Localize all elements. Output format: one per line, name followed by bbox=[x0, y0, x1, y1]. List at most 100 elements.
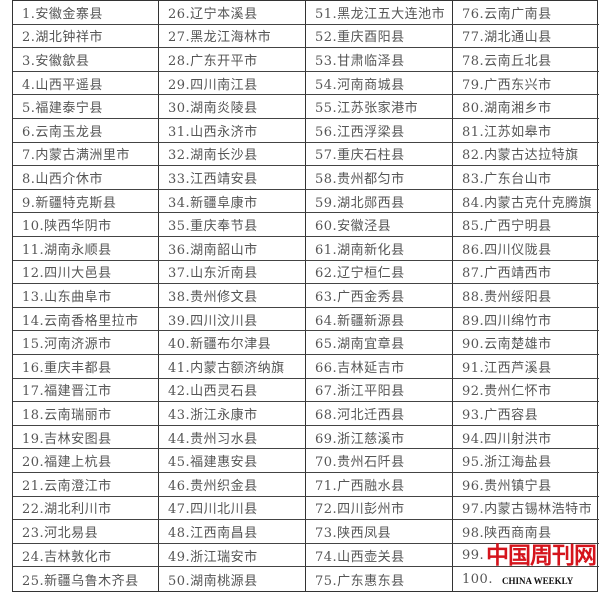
table-cell: 80.湖南湘乡市 bbox=[453, 95, 599, 119]
table-cell: 88.贵州绥阳县 bbox=[453, 284, 599, 308]
table-cell: 98.陕西商南县 bbox=[453, 520, 599, 544]
county-list-table: 1.安徽金寨县 2.湖北钟祥市 3.安徽歙县 4.山西平遥县 5.福建泰宁县 6.云南玉龙… bbox=[12, 0, 599, 592]
table-cell: 45.福建惠安县 bbox=[159, 449, 306, 473]
table-cell: 36.湖南韶山市 bbox=[159, 237, 306, 261]
table-cell: 68.河北迁西县 bbox=[306, 402, 453, 426]
table-cell: 31.山西永济市 bbox=[159, 119, 306, 143]
table-cell: 19.吉林安图县 bbox=[13, 425, 159, 450]
table-cell: 61.湖南新化县 bbox=[306, 237, 453, 261]
table-cell: 7.内蒙古满洲里市 bbox=[13, 142, 159, 167]
table-cell: 39.四川汶川县 bbox=[159, 307, 306, 332]
table-cell: 22.湖北利川市 bbox=[13, 496, 159, 521]
table-cell: 82.内蒙古达拉特旗 bbox=[453, 143, 599, 167]
table-cell: 34.新疆阜康市 bbox=[159, 189, 306, 214]
table-cell: 93.广西容县 bbox=[453, 402, 599, 426]
table-cell: 81.江苏如皋市 bbox=[453, 119, 599, 143]
table-cell: 38.贵州修文县 bbox=[159, 284, 306, 308]
table-cell: 77.湖北通山县 bbox=[453, 25, 599, 49]
table-cell: 26.辽宁本溪县 bbox=[159, 1, 306, 25]
table-cell: 28.广东开平市 bbox=[159, 48, 306, 72]
table-cell: 99. bbox=[453, 544, 599, 568]
table-cell: 97.内蒙古锡林浩特市 bbox=[453, 497, 599, 521]
table-cell: 64.新疆新源县 bbox=[306, 307, 453, 332]
table-cell: 71.广西融水县 bbox=[306, 473, 453, 497]
table-cell: 23.河北易县 bbox=[13, 520, 159, 544]
table-cell: 11.湖南永顺县 bbox=[13, 237, 159, 261]
table-cell: 29.四川南江县 bbox=[159, 71, 306, 96]
table-cell: 59.湖北郧西县 bbox=[306, 189, 453, 214]
table-cell: 52.重庆酉阳县 bbox=[306, 24, 453, 49]
table-cell: 30.湖南炎陵县 bbox=[159, 95, 306, 119]
table-cell: 79.广西东兴市 bbox=[453, 72, 599, 96]
table-cell: 1.安徽金寨县 bbox=[13, 1, 159, 25]
table-cell: 35.重庆奉节县 bbox=[159, 213, 306, 237]
table-cell: 21.云南澄江市 bbox=[13, 473, 159, 497]
table-cell: 63.广西金秀县 bbox=[306, 284, 453, 308]
table-cell: 37.山东沂南县 bbox=[159, 260, 306, 285]
table-cell: 65.湖南宜章县 bbox=[306, 331, 453, 355]
table-cell: 47.四川北川县 bbox=[159, 496, 306, 521]
table-cell: 50.湖南桃源县 bbox=[159, 567, 306, 591]
table-cell: 32.湖南长沙县 bbox=[159, 142, 306, 167]
table-cell: 48.江西南昌县 bbox=[159, 520, 306, 544]
table-cell: 67.浙江平阳县 bbox=[306, 378, 453, 403]
table-cell: 27.黑龙江海林市 bbox=[159, 24, 306, 49]
table-cell: 40.新疆布尔津县 bbox=[159, 331, 306, 355]
table-cell: 69.浙江慈溪市 bbox=[306, 425, 453, 450]
table-cell: 2.湖北钟祥市 bbox=[13, 24, 159, 49]
table-cell: 90.云南楚雄市 bbox=[453, 331, 599, 355]
table-cell: 91.江西芦溪县 bbox=[453, 355, 599, 379]
table-cell: 54.河南商城县 bbox=[306, 71, 453, 96]
table-cell: 62.辽宁桓仁县 bbox=[306, 260, 453, 285]
table-cell: 3.安徽歙县 bbox=[13, 48, 159, 72]
table-cell: 41.内蒙古额济纳旗 bbox=[159, 355, 306, 379]
table-cell: 14.云南香格里拉市 bbox=[13, 307, 159, 332]
table-cell: 51.黑龙江五大连池市 bbox=[306, 1, 453, 25]
table-cell: 87.广西靖西市 bbox=[453, 261, 599, 285]
table-cell: 25.新疆乌鲁木齐县 bbox=[13, 567, 159, 591]
table-cell: 53.甘肃临泽县 bbox=[306, 48, 453, 72]
table-cell: 15.河南济源市 bbox=[13, 331, 159, 355]
table-cell: 96.贵州镇宁县 bbox=[453, 473, 599, 497]
table-cell: 55.江苏张家港市 bbox=[306, 95, 453, 119]
table-cell: 70.贵州石阡县 bbox=[306, 449, 453, 473]
table-cell: 42.山西灵石县 bbox=[159, 378, 306, 403]
table-cell: 60.安徽泾县 bbox=[306, 213, 453, 237]
table-cell: 94.四川射洪市 bbox=[453, 426, 599, 450]
table-cell: 9.新疆特克斯县 bbox=[13, 189, 159, 214]
table-cell: 33.江西靖安县 bbox=[159, 166, 306, 190]
table-cell: 73.陕西凤县 bbox=[306, 520, 453, 544]
table-cell: 24.吉林敦化市 bbox=[13, 543, 159, 568]
table-cell: 75.广东惠东县 bbox=[306, 567, 453, 591]
table-cell: 46.贵州织金县 bbox=[159, 473, 306, 497]
table-cell: 13.山东曲阜市 bbox=[13, 284, 159, 308]
table-cell: 12.四川大邑县 bbox=[13, 260, 159, 285]
table-cell: 76.云南广南县 bbox=[453, 1, 599, 25]
table-cell: 66.吉林延吉市 bbox=[306, 355, 453, 379]
table-cell: 89.四川绵竹市 bbox=[453, 308, 599, 332]
table-cell: 58.贵州都匀市 bbox=[306, 166, 453, 190]
table-cell: 44.贵州习水县 bbox=[159, 425, 306, 450]
table-cell: 83.广东台山市 bbox=[453, 166, 599, 190]
table-cell: 100. bbox=[462, 571, 493, 587]
table-cell: 4.山西平遥县 bbox=[13, 71, 159, 96]
table-cell: 92.贵州仁怀市 bbox=[453, 379, 599, 403]
table-cell: 49.浙江瑞安市 bbox=[159, 543, 306, 568]
table-cell: 85.广西宁明县 bbox=[453, 213, 599, 237]
table-cell: 43.浙江永康市 bbox=[159, 402, 306, 426]
table-cell: 74.山西壶关县 bbox=[306, 543, 453, 568]
table-cell: 8.山西介休市 bbox=[13, 166, 159, 190]
table-cell: 84.内蒙古克什克腾旗 bbox=[453, 190, 599, 214]
table-cell: 5.福建泰宁县 bbox=[13, 95, 159, 119]
table-cell: 95.浙江海盐县 bbox=[453, 449, 599, 473]
table-cell: 10.陕西华阴市 bbox=[13, 213, 159, 237]
table-cell: 78.云南丘北县 bbox=[453, 48, 599, 72]
table-cell: 17.福建晋江市 bbox=[13, 378, 159, 403]
table-cell: 20.福建上杭县 bbox=[13, 449, 159, 473]
table-cell: 16.重庆丰都县 bbox=[13, 355, 159, 379]
table-cell: 6.云南玉龙县 bbox=[13, 119, 159, 143]
table-cell: 18.云南瑞丽市 bbox=[13, 402, 159, 426]
table-cell: 56.江西浮梁县 bbox=[306, 119, 453, 143]
table-cell: 72.四川彭州市 bbox=[306, 496, 453, 521]
table-cell: 57.重庆石柱县 bbox=[306, 142, 453, 167]
